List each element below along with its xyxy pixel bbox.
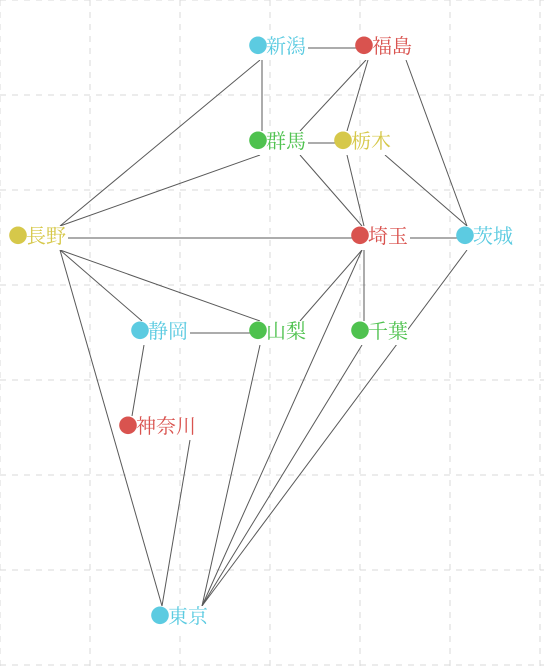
node-fukushima: ●福島: [354, 30, 412, 60]
node-dot-icon: ●: [248, 30, 268, 59]
node-label: 静岡: [148, 315, 188, 344]
node-label: 群馬: [266, 125, 306, 154]
node-label: 栃木: [351, 125, 391, 154]
node-dot-icon: ●: [8, 220, 28, 249]
node-dot-icon: ●: [350, 220, 370, 249]
node-ibaraki: ●茨城: [455, 220, 513, 250]
node-saitama: ●埼玉: [350, 220, 408, 250]
node-label: 新潟: [266, 30, 306, 59]
node-chiba: ●千葉: [350, 315, 408, 345]
prefecture-network: ●新潟●福島●群馬●栃木●長野●埼玉●茨城●静岡●山梨●千葉●神奈川●東京: [0, 0, 544, 667]
node-dot-icon: ●: [350, 315, 370, 344]
node-dot-icon: ●: [248, 125, 268, 154]
node-dot-icon: ●: [130, 315, 150, 344]
node-dot-icon: ●: [455, 220, 475, 249]
node-yamanashi: ●山梨: [248, 315, 306, 345]
node-label: 千葉: [368, 315, 408, 344]
node-label: 神奈川: [136, 410, 196, 439]
node-kanagawa: ●神奈川: [118, 410, 196, 440]
node-shizuoka: ●静岡: [130, 315, 188, 345]
node-dot-icon: ●: [354, 30, 374, 59]
node-dot-icon: ●: [248, 315, 268, 344]
node-dot-icon: ●: [118, 410, 138, 439]
node-tokyo: ●東京: [150, 600, 208, 630]
node-label: 茨城: [473, 220, 513, 249]
node-dot-icon: ●: [150, 600, 170, 629]
node-dot-icon: ●: [333, 125, 353, 154]
node-gunma: ●群馬: [248, 125, 306, 155]
node-label: 長野: [26, 220, 66, 249]
node-nagano: ●長野: [8, 220, 66, 250]
node-label: 福島: [372, 30, 412, 59]
node-niigata: ●新潟: [248, 30, 306, 60]
node-label: 埼玉: [368, 220, 408, 249]
node-label: 山梨: [266, 315, 306, 344]
node-label: 東京: [168, 600, 208, 629]
node-tochigi: ●栃木: [333, 125, 391, 155]
